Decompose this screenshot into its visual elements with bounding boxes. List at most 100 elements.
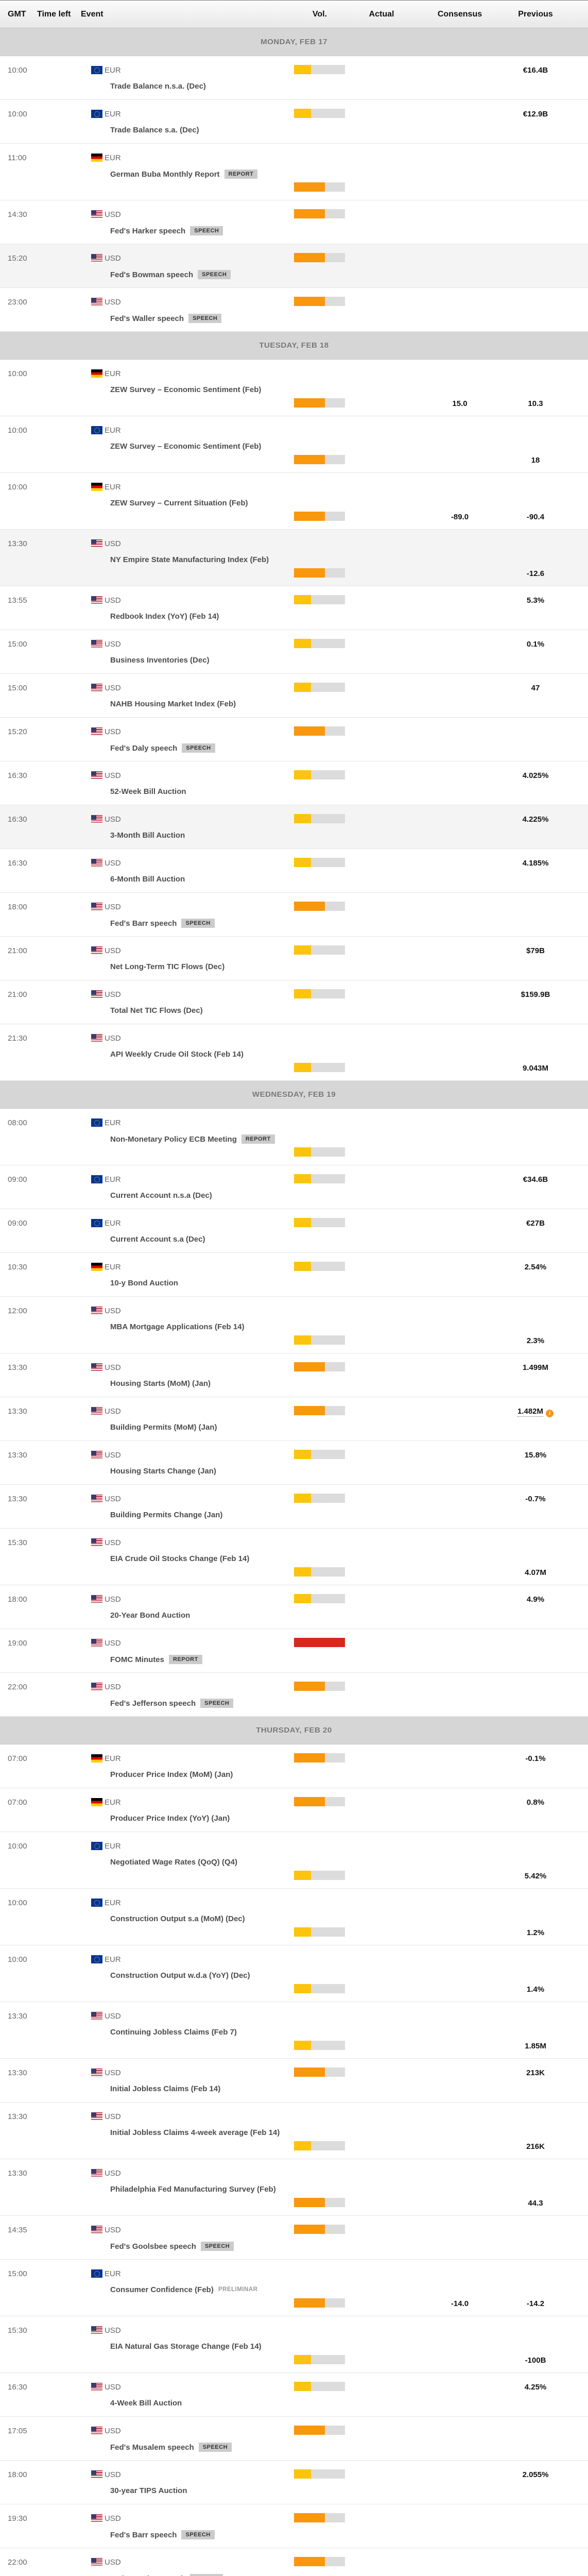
event-link[interactable]: Fed's Jefferson speech SPEECH	[110, 1699, 234, 1708]
event-link[interactable]: 6-Month Bill Auction	[110, 875, 185, 884]
event-link[interactable]: Building Permits (MoM) (Jan)	[110, 1423, 217, 1432]
event-link[interactable]: Current Account n.s.a (Dec)	[110, 1191, 212, 1200]
event-link[interactable]: Fed's Goolsbee speech SPEECH	[110, 2242, 234, 2251]
event-link[interactable]: Producer Price Index (YoY) (Jan)	[110, 1814, 230, 1823]
event-link[interactable]: ZEW Survey – Current Situation (Feb)	[110, 499, 248, 507]
event-row[interactable]: 10:00 EUR Negotiated Wage Rates (QoQ) (Q4)…	[0, 1832, 588, 1889]
event-link[interactable]: 3-Month Bill Auction	[110, 831, 185, 840]
event-link[interactable]: Building Permits Change (Jan)	[110, 1511, 223, 1519]
event-link[interactable]: Continuing Jobless Claims (Feb 7)	[110, 2028, 237, 2037]
event-row[interactable]: 15:00 USD Business Inventories (Dec) 0.1%	[0, 630, 588, 674]
event-link[interactable]: 20-Year Bond Auction	[110, 1611, 191, 1620]
event-link[interactable]: Fed's Harker speech SPEECH	[110, 226, 223, 235]
event-link[interactable]: Non-Monetary Policy ECB Meeting REPORT	[110, 1134, 275, 1144]
event-row[interactable]: 12:00 USD MBA Mortgage Applications (Feb 1…	[0, 1297, 588, 1353]
event-row[interactable]: 13:55 USD Redbook Index (YoY) (Feb 14) 5.3%	[0, 586, 588, 630]
event-link[interactable]: Philadelphia Fed Manufacturing Survey (F…	[110, 2185, 276, 2194]
event-link[interactable]: Fed's Bowman speech SPEECH	[110, 270, 231, 279]
event-link[interactable]: Current Account s.a (Dec)	[110, 1235, 205, 1244]
event-row[interactable]: 13:30 USD Continuing Jobless Claims (Feb 7…	[0, 2002, 588, 2059]
event-row[interactable]: 08:00 EUR Non-Monetary Policy ECB Meeting R…	[0, 1109, 588, 1165]
event-row[interactable]: 07:00 EUR Producer Price Index (MoM) (Jan)…	[0, 1744, 588, 1788]
event-row[interactable]: 10:00 EUR ZEW Survey – Current Situation (…	[0, 473, 588, 530]
event-row[interactable]: 10:00 EUR Trade Balance s.a. (Dec) €12.9B	[0, 100, 588, 144]
event-row[interactable]: 15:30 USD EIA Crude Oil Stocks Change (Feb…	[0, 1529, 588, 1585]
event-link[interactable]: Net Long-Term TIC Flows (Dec)	[110, 962, 225, 971]
event-row[interactable]: 14:30 USD Fed's Harker speech SPEECH	[0, 200, 588, 244]
event-link[interactable]: Initial Jobless Claims (Feb 14)	[110, 2084, 221, 2093]
event-row[interactable]: 18:00 USD Fed's Barr speech SPEECH	[0, 893, 588, 937]
event-row[interactable]: 21:00 USD Net Long-Term TIC Flows (Dec) $79…	[0, 937, 588, 980]
event-link[interactable]: NAHB Housing Market Index (Feb)	[110, 700, 236, 708]
event-link[interactable]: Redbook Index (YoY) (Feb 14)	[110, 612, 219, 621]
event-row[interactable]: 13:30 USD Housing Starts Change (Jan) 15.8%	[0, 1441, 588, 1485]
event-row[interactable]: 13:30 USD Philadelphia Fed Manufacturing S…	[0, 2159, 588, 2216]
event-link[interactable]: Fed's Waller speech SPEECH	[110, 314, 222, 323]
event-link[interactable]: Negotiated Wage Rates (QoQ) (Q4)	[110, 1858, 237, 1867]
event-row[interactable]: 19:00 USD FOMC Minutes REPORT	[0, 1629, 588, 1673]
event-link[interactable]: Total Net TIC Flows (Dec)	[110, 1006, 203, 1015]
event-link[interactable]: Producer Price Index (MoM) (Jan)	[110, 1770, 233, 1779]
event-link[interactable]: Construction Output w.d.a (YoY) (Dec)	[110, 1971, 250, 1980]
event-row[interactable]: 16:30 USD 52-Week Bill Auction 4.025%	[0, 761, 588, 805]
event-row[interactable]: 13:30 USD Building Permits Change (Jan) -0.…	[0, 1485, 588, 1529]
event-link[interactable]: Business Inventories (Dec)	[110, 656, 210, 665]
event-row[interactable]: 16:30 USD 6-Month Bill Auction 4.185%	[0, 849, 588, 893]
event-link[interactable]: 10-y Bond Auction	[110, 1279, 178, 1287]
event-link[interactable]: Fed's Barr speech SPEECH	[110, 919, 215, 928]
event-row[interactable]: 21:00 USD Total Net TIC Flows (Dec) $159.9B	[0, 980, 588, 1024]
event-link[interactable]: Fed's Musalem speech SPEECH	[110, 2443, 232, 2452]
event-link[interactable]: EIA Crude Oil Stocks Change (Feb 14)	[110, 1554, 250, 1563]
event-row[interactable]: 22:00 USD Fed's Jefferson speech SPEECH	[0, 1673, 588, 1717]
event-link[interactable]: Fed's Daly speech SPEECH	[110, 743, 215, 753]
event-link[interactable]: Initial Jobless Claims 4-week average (F…	[110, 2128, 280, 2137]
event-link[interactable]: EIA Natural Gas Storage Change (Feb 14)	[110, 2342, 262, 2351]
event-row[interactable]: 14:35 USD Fed's Goolsbee speech SPEECH	[0, 2216, 588, 2260]
event-link[interactable]: ZEW Survey – Economic Sentiment (Feb)	[110, 442, 262, 451]
event-link[interactable]: Construction Output s.a (MoM) (Dec)	[110, 1914, 245, 1923]
event-link[interactable]: Housing Starts Change (Jan)	[110, 1467, 216, 1476]
event-row[interactable]: 13:30 USD NY Empire State Manufacturing In…	[0, 530, 588, 586]
event-link[interactable]: FOMC Minutes REPORT	[110, 1655, 202, 1664]
event-link[interactable]: Consumer Confidence (Feb) PRELIMINAR	[110, 2285, 258, 2294]
event-row[interactable]: 16:30 USD 3-Month Bill Auction 4.225%	[0, 805, 588, 849]
event-row[interactable]: 10:00 EUR Construction Output w.d.a (YoY) …	[0, 1945, 588, 2002]
event-row[interactable]: 15:20 USD Fed's Daly speech SPEECH	[0, 718, 588, 761]
event-link[interactable]: 52-Week Bill Auction	[110, 787, 186, 796]
event-row[interactable]: 19:30 USD Fed's Barr speech SPEECH	[0, 2504, 588, 2548]
event-row[interactable]: 10:00 EUR Trade Balance n.s.a. (Dec) €16.4B	[0, 56, 588, 100]
event-row[interactable]: 15:00 USD NAHB Housing Market Index (Feb) 4…	[0, 674, 588, 718]
event-link[interactable]: 4-Week Bill Auction	[110, 2399, 182, 2408]
event-row[interactable]: 15:20 USD Fed's Bowman speech SPEECH	[0, 244, 588, 288]
event-row[interactable]: 13:30 USD Housing Starts (MoM) (Jan) 1.499M	[0, 1353, 588, 1397]
event-row[interactable]: 10:30 EUR 10-y Bond Auction 2.54%	[0, 1253, 588, 1297]
event-link[interactable]: ZEW Survey – Economic Sentiment (Feb)	[110, 385, 262, 394]
event-link[interactable]: Trade Balance n.s.a. (Dec)	[110, 82, 206, 91]
event-link[interactable]: NY Empire State Manufacturing Index (Feb…	[110, 555, 269, 564]
event-row[interactable]: 23:00 USD Fed's Waller speech SPEECH	[0, 288, 588, 332]
event-row[interactable]: 11:00 EUR German Buba Monthly Report REPORT	[0, 144, 588, 200]
event-link[interactable]: Housing Starts (MoM) (Jan)	[110, 1379, 211, 1388]
event-row[interactable]: 13:30 USD Building Permits (MoM) (Jan) 1.48…	[0, 1397, 588, 1441]
event-link[interactable]: Trade Balance s.a. (Dec)	[110, 126, 199, 134]
event-row[interactable]: 09:00 EUR Current Account s.a (Dec) €27B	[0, 1209, 588, 1253]
event-link[interactable]: API Weekly Crude Oil Stock (Feb 14)	[110, 1050, 244, 1059]
event-row[interactable]: 13:30 USD Initial Jobless Claims 4-week av…	[0, 2103, 588, 2159]
event-row[interactable]: 13:30 USD Initial Jobless Claims (Feb 14) 2…	[0, 2059, 588, 2103]
event-link[interactable]: Fed's Barr speech SPEECH	[110, 2530, 215, 2539]
event-row[interactable]: 07:00 EUR Producer Price Index (YoY) (Jan)…	[0, 1788, 588, 1832]
event-row[interactable]: 10:00 EUR Construction Output s.a (MoM) (D…	[0, 1889, 588, 1945]
event-row[interactable]: 21:30 USD API Weekly Crude Oil Stock (Feb …	[0, 1024, 588, 1081]
event-link[interactable]: 30-year TIPS Auction	[110, 2486, 187, 2495]
event-row[interactable]: 15:00 EUR Consumer Confidence (Feb) PRELIMI…	[0, 2260, 588, 2316]
event-row[interactable]: 10:00 EUR ZEW Survey – Economic Sentiment …	[0, 360, 588, 416]
event-row[interactable]: 09:00 EUR Current Account n.s.a (Dec) €34.6…	[0, 1165, 588, 1209]
event-link[interactable]: MBA Mortgage Applications (Feb 14)	[110, 1323, 245, 1331]
event-row[interactable]: 16:30 USD 4-Week Bill Auction 4.25%	[0, 2373, 588, 2417]
event-row[interactable]: 18:00 USD 20-Year Bond Auction 4.9%	[0, 1585, 588, 1629]
event-row[interactable]: 15:30 USD EIA Natural Gas Storage Change (…	[0, 2316, 588, 2373]
event-link[interactable]: German Buba Monthly Report REPORT	[110, 170, 258, 179]
event-row[interactable]: 18:00 USD 30-year TIPS Auction 2.055%	[0, 2461, 588, 2504]
